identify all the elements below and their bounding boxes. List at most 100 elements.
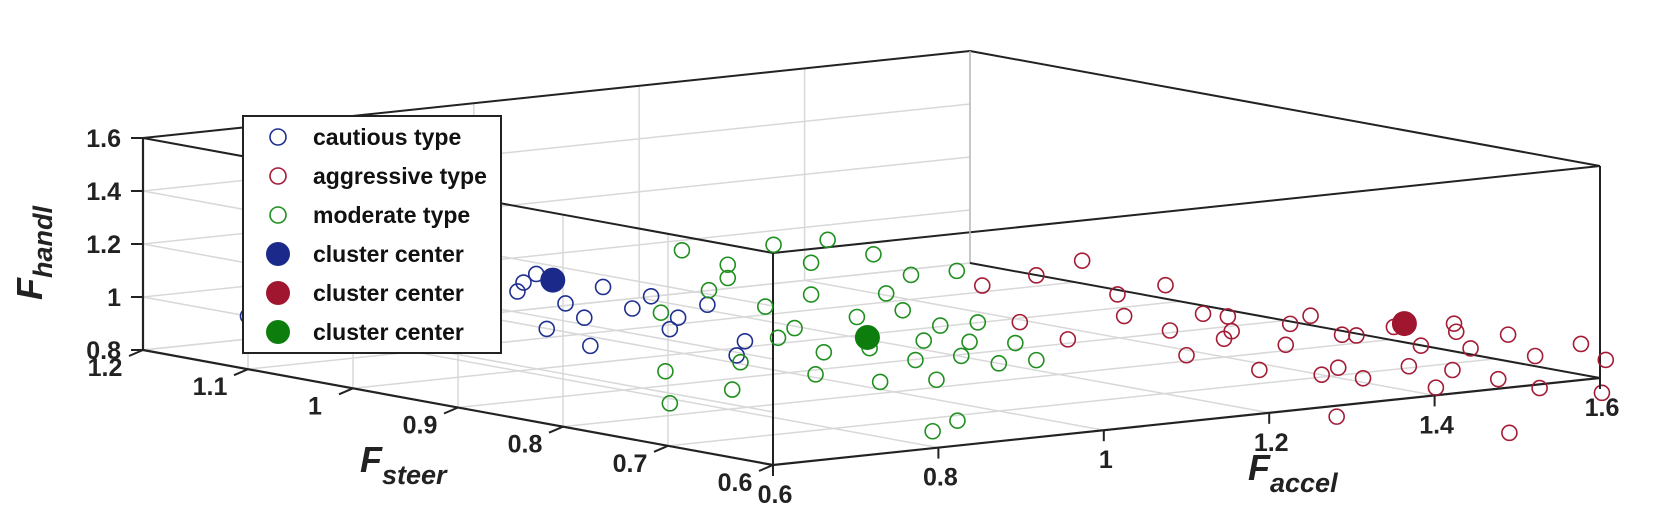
data-point bbox=[948, 262, 966, 280]
data-point bbox=[765, 236, 782, 254]
data-point bbox=[907, 351, 924, 369]
data-point bbox=[815, 343, 833, 361]
tick-labels: 0.60.811.21.41.60.60.70.80.911.11.20.811… bbox=[86, 125, 1619, 509]
data-point bbox=[1215, 330, 1233, 348]
data-point bbox=[1354, 369, 1372, 387]
cluster-center-point bbox=[1391, 311, 1417, 337]
data-point bbox=[515, 274, 532, 291]
data-point bbox=[1302, 307, 1319, 325]
legend-marker bbox=[269, 206, 287, 224]
y-tick-label: 0.6 bbox=[718, 469, 753, 497]
data-point bbox=[669, 309, 687, 326]
data-point bbox=[1333, 326, 1351, 344]
data-point bbox=[661, 320, 679, 338]
data-point bbox=[1251, 361, 1268, 379]
data-point bbox=[594, 278, 612, 296]
data-point bbox=[732, 353, 749, 371]
data-point bbox=[1194, 305, 1212, 323]
x-tick-label: 1.4 bbox=[1419, 411, 1454, 439]
x-axis-line bbox=[772, 376, 1601, 467]
data-point bbox=[1593, 384, 1611, 402]
data-point bbox=[652, 304, 670, 321]
data-point bbox=[1328, 408, 1345, 425]
data-point bbox=[538, 320, 556, 338]
y-tick-label: 1.2 bbox=[88, 354, 123, 382]
grid-line bbox=[457, 319, 1286, 409]
y-tick-label: 1 bbox=[308, 392, 322, 420]
data-point bbox=[786, 319, 803, 337]
data-point bbox=[736, 332, 754, 350]
grid-line bbox=[352, 300, 1181, 390]
y-tick bbox=[443, 406, 459, 415]
data-point bbox=[700, 281, 718, 299]
data-point bbox=[1011, 313, 1029, 331]
data-point bbox=[877, 285, 895, 302]
box-edge bbox=[969, 50, 1601, 167]
data-point bbox=[642, 287, 660, 305]
data-point bbox=[865, 246, 882, 263]
z-tick-label: 1.4 bbox=[86, 178, 121, 206]
data-point bbox=[807, 366, 824, 383]
data-point bbox=[1059, 331, 1077, 348]
data-point bbox=[973, 277, 991, 294]
data-point bbox=[1412, 337, 1430, 354]
data-point bbox=[1115, 307, 1133, 325]
data-point bbox=[952, 347, 970, 365]
data-point bbox=[657, 362, 674, 380]
y-tick bbox=[338, 387, 354, 396]
data-point bbox=[1400, 357, 1418, 375]
data-point bbox=[1157, 276, 1174, 294]
legend-box bbox=[242, 115, 502, 354]
x-tick-label: 1.6 bbox=[1585, 394, 1620, 422]
y-tick bbox=[548, 425, 564, 434]
data-point bbox=[1444, 361, 1461, 379]
data-point bbox=[802, 286, 820, 303]
z-tick-label: 1.6 bbox=[86, 125, 121, 153]
data-point bbox=[1219, 308, 1237, 325]
y-tick-label: 0.8 bbox=[508, 431, 543, 459]
legend-label: cluster center bbox=[313, 319, 464, 345]
legend-label: cautious type bbox=[313, 124, 461, 150]
data-point bbox=[928, 371, 945, 389]
data-point bbox=[1007, 334, 1024, 352]
y-tick-label: 1.1 bbox=[193, 373, 228, 401]
box-edge bbox=[969, 262, 1601, 379]
data-point bbox=[949, 412, 966, 429]
data-point bbox=[894, 301, 912, 319]
data-point bbox=[1501, 424, 1518, 442]
data-point bbox=[871, 373, 889, 391]
data-point bbox=[673, 241, 691, 259]
y-tick bbox=[653, 444, 669, 453]
z-tick-label: 1 bbox=[107, 284, 121, 312]
data-point bbox=[819, 231, 836, 249]
data-point bbox=[1572, 335, 1590, 353]
data-point bbox=[1445, 315, 1463, 332]
x-tick-label: 0.8 bbox=[923, 464, 958, 492]
legend-marker bbox=[269, 167, 287, 185]
y-tick-label: 0.9 bbox=[403, 412, 438, 440]
data-point bbox=[1178, 346, 1195, 364]
data-point bbox=[1277, 336, 1295, 354]
z-axis-label: Fhandl bbox=[9, 206, 58, 300]
data-point bbox=[719, 269, 737, 287]
data-point bbox=[1281, 315, 1299, 333]
data-point bbox=[1109, 286, 1126, 303]
data-point bbox=[557, 295, 574, 312]
z-tick-label: 0.8 bbox=[86, 337, 121, 365]
data-point bbox=[769, 329, 787, 347]
x-tick-label: 0.6 bbox=[758, 481, 793, 509]
y-tick-label: 0.7 bbox=[613, 450, 648, 478]
data-point bbox=[723, 381, 741, 398]
legend-label: cluster center bbox=[313, 241, 464, 267]
data-point bbox=[756, 298, 774, 315]
data-point bbox=[1462, 340, 1479, 357]
legend-label: cluster center bbox=[313, 280, 464, 306]
data-point bbox=[848, 308, 866, 326]
z-tick-label: 1.2 bbox=[86, 231, 121, 259]
data-point bbox=[575, 309, 593, 327]
y-tick bbox=[233, 368, 249, 377]
x-tick-label: 1.2 bbox=[1254, 429, 1289, 457]
data-point bbox=[1531, 379, 1548, 397]
legend-marker bbox=[266, 320, 290, 344]
